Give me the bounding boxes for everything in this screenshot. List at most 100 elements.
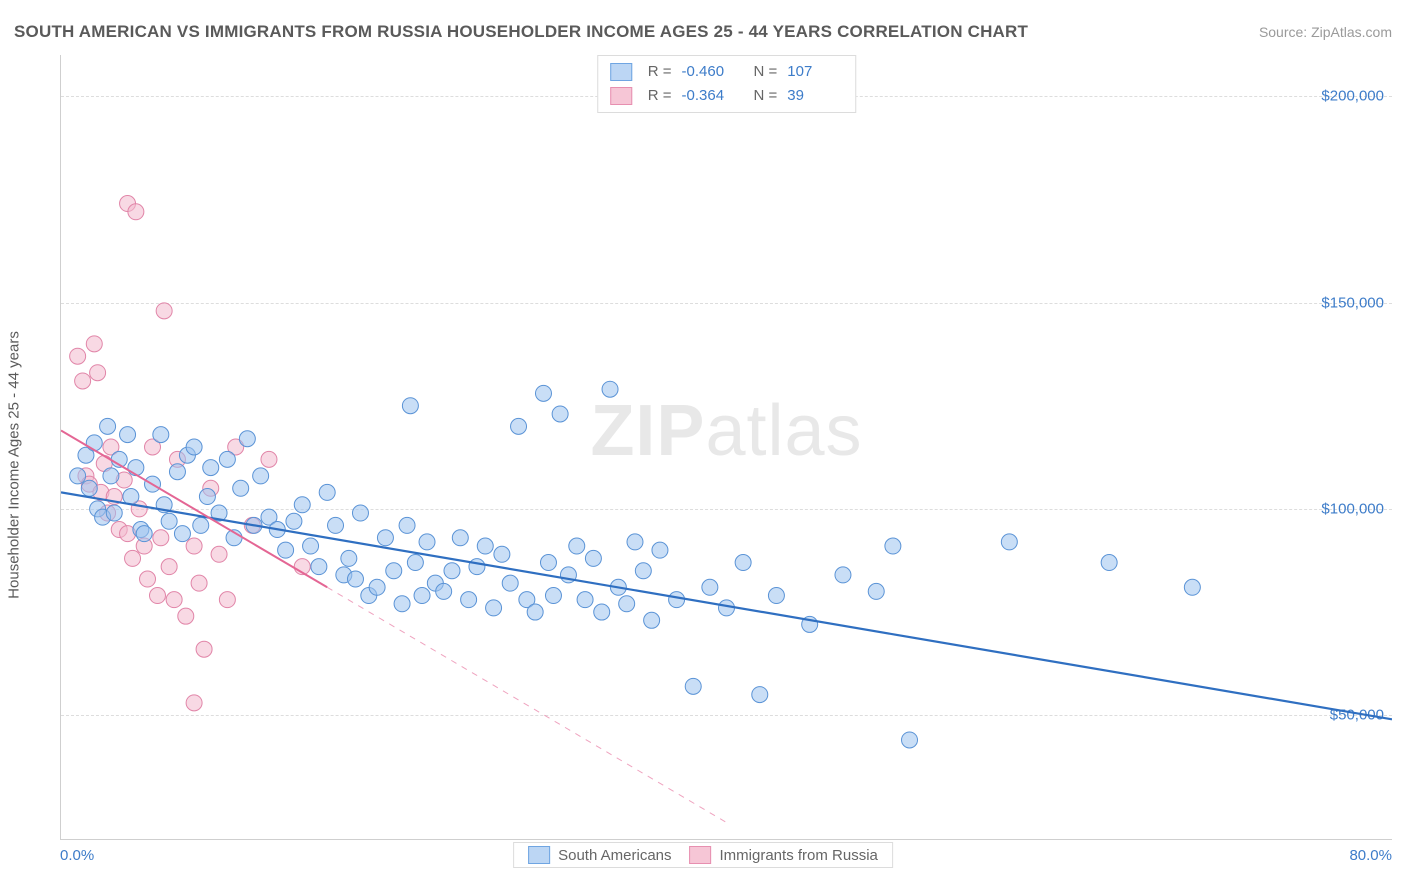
header: SOUTH AMERICAN VS IMMIGRANTS FROM RUSSIA…: [14, 22, 1392, 42]
r-label: R =: [648, 84, 672, 108]
data-point: [328, 517, 344, 533]
data-point: [286, 513, 302, 529]
data-point: [196, 641, 212, 657]
data-point: [502, 575, 518, 591]
data-point: [86, 336, 102, 352]
data-point: [835, 567, 851, 583]
data-point: [602, 381, 618, 397]
data-point: [535, 385, 551, 401]
data-point: [186, 538, 202, 554]
y-axis-label: Householder Income Ages 25 - 44 years: [6, 331, 23, 599]
data-point: [369, 579, 385, 595]
data-point: [153, 427, 169, 443]
data-point: [352, 505, 368, 521]
data-point: [253, 468, 269, 484]
data-point: [341, 550, 357, 566]
data-point: [186, 439, 202, 455]
data-point: [644, 612, 660, 628]
data-point: [219, 451, 235, 467]
data-point: [414, 588, 430, 604]
data-point: [585, 550, 601, 566]
data-point: [75, 373, 91, 389]
data-point: [303, 538, 319, 554]
stats-legend-row: R =-0.460N =107: [610, 60, 844, 84]
data-point: [1101, 555, 1117, 571]
series-legend-label: Immigrants from Russia: [720, 847, 878, 864]
data-point: [511, 418, 527, 434]
swatch-icon: [528, 846, 550, 864]
data-point: [169, 464, 185, 480]
data-point: [86, 435, 102, 451]
data-point: [477, 538, 493, 554]
data-point: [81, 480, 97, 496]
r-value: -0.460: [682, 60, 738, 84]
series-legend-item: Immigrants from Russia: [690, 846, 878, 864]
data-point: [120, 427, 136, 443]
data-point: [156, 303, 172, 319]
stats-legend: R =-0.460N =107R =-0.364N = 39: [597, 55, 857, 113]
data-point: [635, 563, 651, 579]
data-point: [199, 489, 215, 505]
series-legend: South Americans Immigrants from Russia: [513, 842, 893, 868]
chart-area: Householder Income Ages 25 - 44 years ZI…: [14, 55, 1392, 874]
data-point: [1001, 534, 1017, 550]
data-point: [469, 559, 485, 575]
data-point: [128, 204, 144, 220]
data-point: [486, 600, 502, 616]
swatch-icon: [610, 63, 632, 81]
x-tick-max: 80.0%: [1349, 847, 1392, 864]
data-point: [594, 604, 610, 620]
data-point: [527, 604, 543, 620]
series-legend-label: South Americans: [558, 847, 671, 864]
n-label: N =: [754, 84, 778, 108]
data-point: [569, 538, 585, 554]
data-point: [136, 526, 152, 542]
data-point: [153, 530, 169, 546]
data-point: [577, 592, 593, 608]
data-point: [125, 550, 141, 566]
n-value: 39: [787, 84, 843, 108]
x-tick-min: 0.0%: [60, 847, 94, 864]
data-point: [106, 505, 122, 521]
data-point: [140, 571, 156, 587]
series-legend-item: South Americans: [528, 846, 671, 864]
data-point: [149, 588, 165, 604]
n-value: 107: [787, 60, 843, 84]
data-point: [627, 534, 643, 550]
data-point: [347, 571, 363, 587]
trend-line-russia-extrapolated: [327, 587, 726, 822]
data-point: [685, 678, 701, 694]
data-point: [70, 348, 86, 364]
data-point: [394, 596, 410, 612]
data-point: [386, 563, 402, 579]
data-point: [1184, 579, 1200, 595]
data-point: [669, 592, 685, 608]
data-point: [444, 563, 460, 579]
data-point: [419, 534, 435, 550]
data-point: [178, 608, 194, 624]
data-point: [103, 468, 119, 484]
plot-region: ZIPatlas R =-0.460N =107R =-0.364N = 39 …: [60, 55, 1392, 840]
trend-line-south-americans: [61, 492, 1392, 719]
data-point: [294, 497, 310, 513]
data-point: [70, 468, 86, 484]
data-point: [399, 517, 415, 533]
data-point: [768, 588, 784, 604]
data-point: [128, 460, 144, 476]
data-point: [233, 480, 249, 496]
data-point: [452, 530, 468, 546]
data-point: [702, 579, 718, 595]
swatch-icon: [690, 846, 712, 864]
data-point: [545, 588, 561, 604]
data-point: [436, 583, 452, 599]
data-point: [494, 546, 510, 562]
data-point: [407, 555, 423, 571]
data-point: [540, 555, 556, 571]
data-point: [377, 530, 393, 546]
stats-legend-row: R =-0.364N = 39: [610, 84, 844, 108]
data-point: [203, 460, 219, 476]
data-point: [191, 575, 207, 591]
data-point: [174, 526, 190, 542]
data-point: [166, 592, 182, 608]
data-point: [278, 542, 294, 558]
